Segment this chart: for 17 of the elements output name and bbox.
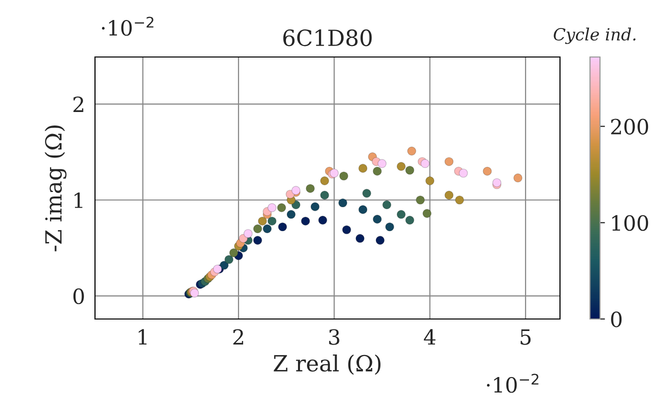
y-tick-label: 2 <box>73 96 84 112</box>
text: ·10$^{−2}$ <box>102 16 154 36</box>
color-bar-label: 0 <box>611 311 622 328</box>
x-tick-label: 5 <box>520 329 531 345</box>
color-bar-title: Cycle ind. <box>554 28 636 44</box>
color-bar-label: 200 <box>611 118 648 135</box>
x-tick-label: 1 <box>138 329 147 345</box>
y-tick-label: 1 <box>74 192 82 208</box>
y-tick-label: 0 <box>73 288 84 304</box>
x-tick-label: 2 <box>233 329 244 345</box>
text: ·10$^{−2}$ <box>486 374 538 393</box>
color-bar-label: 100 <box>612 215 648 231</box>
x-axis-title: Z real (Ω) <box>274 354 380 375</box>
y-axis-title: -Z imag (Ω) <box>44 126 66 252</box>
chart-title: 6C1D80 <box>283 29 372 46</box>
x-tick-label: 3 <box>329 329 340 345</box>
x-tick-label: 4 <box>424 329 436 345</box>
